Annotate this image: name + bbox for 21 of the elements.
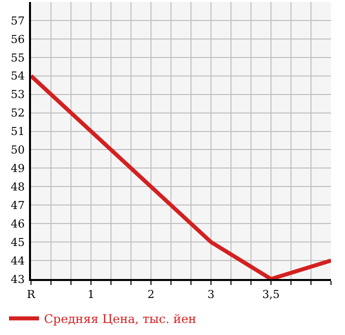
y-tick-label: 45: [10, 236, 25, 249]
y-tick-label: 56: [10, 32, 25, 46]
y-tick-label: 55: [10, 51, 25, 64]
x-tick-label: 3: [208, 288, 214, 302]
y-tick-label: 47: [10, 198, 25, 212]
y-tick-label: 53: [10, 88, 25, 102]
y-tick-label: 44: [10, 254, 25, 268]
x-tick-label: 1: [88, 288, 94, 302]
x-tick-label: R: [26, 288, 36, 302]
y-tick-label: 51: [10, 125, 25, 138]
y-tick-label: 52: [10, 106, 25, 120]
x-tick-label: 3,5: [262, 288, 280, 302]
y-tick-label: 57: [10, 14, 25, 28]
y-tick-label: 43: [10, 272, 25, 286]
y-tick-label: 46: [10, 217, 25, 230]
y-tick-label: 48: [10, 180, 25, 194]
x-tick-label: 2: [148, 288, 154, 302]
y-tick-label: 54: [10, 70, 25, 83]
y-tick-label: 50: [10, 144, 25, 157]
y-tick-label: 49: [10, 162, 25, 176]
legend-label: Средняя Цена, тыс. йен: [44, 312, 196, 326]
